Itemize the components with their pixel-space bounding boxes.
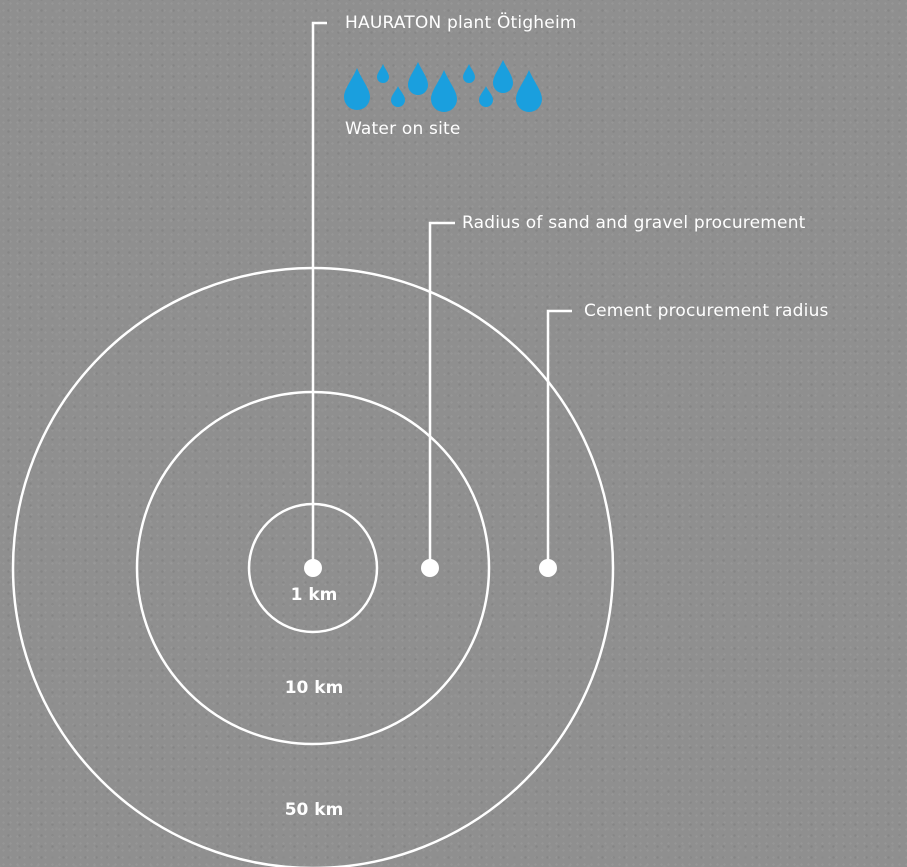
cement-dot (539, 559, 557, 577)
water-label: Water on site (345, 119, 461, 139)
cement-leader-line (546, 309, 572, 568)
water-drop-icon (516, 70, 542, 112)
radius-label-50km: 50 km (284, 800, 344, 820)
water-drop-icon (493, 60, 513, 93)
radius-label-10km: 10 km (284, 678, 344, 698)
radius-label-1km: 1 km (290, 585, 338, 605)
water-drop-icon (479, 86, 493, 107)
plant-dot (304, 559, 322, 577)
cement-label: Cement procurement radius (584, 301, 829, 321)
plant-leader-line (311, 21, 327, 568)
water-drop-icon (431, 70, 457, 112)
water-drops-icon (344, 60, 542, 112)
sand-gravel-dot (421, 559, 439, 577)
water-drop-icon (377, 64, 389, 83)
water-drop-icon (391, 86, 405, 107)
sand-gravel-label: Radius of sand and gravel procurement (462, 213, 806, 233)
water-drop-icon (408, 62, 428, 95)
plant-label: HAURATON plant Ötigheim (345, 13, 577, 33)
water-drop-icon (344, 68, 370, 110)
sand-gravel-leader-line (428, 221, 455, 568)
water-drop-icon (463, 64, 475, 83)
